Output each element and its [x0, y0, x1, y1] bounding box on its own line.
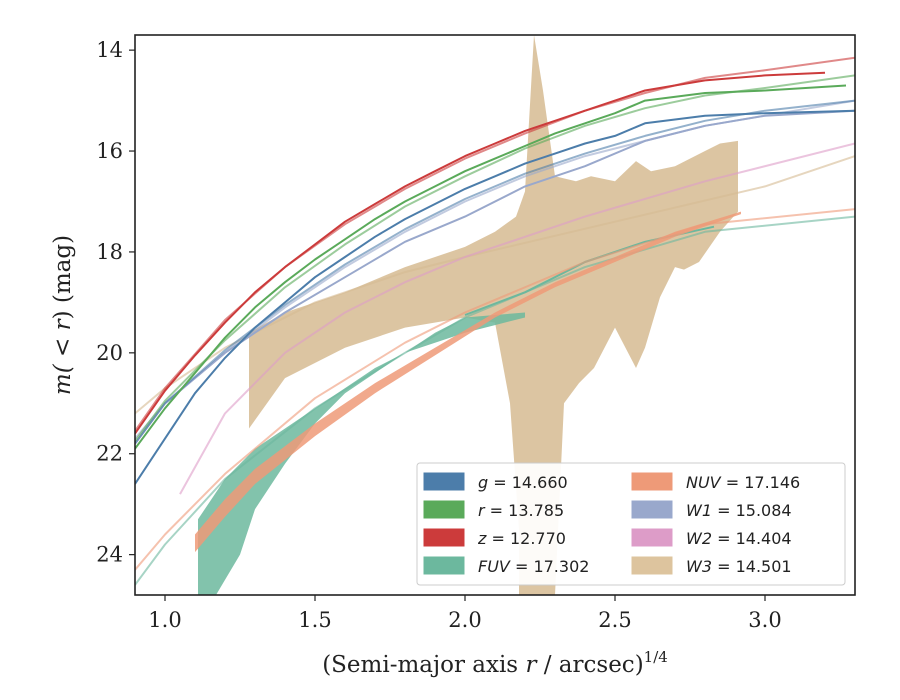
legend-swatch: [423, 556, 465, 575]
legend-entry: NUV = 17.146: [686, 473, 800, 492]
model-curve-nuv: [135, 208, 855, 571]
legend: g = 14.660 r = 13.785 z = 12.770 FUV = 17.3…: [416, 462, 846, 586]
legend-swatch: [631, 528, 673, 547]
y-tick-label: 18: [96, 240, 123, 264]
plot-frame: [134, 34, 856, 596]
legend-swatch: [631, 556, 673, 575]
y-axis-label: m( < r) (mag): [50, 235, 76, 395]
legend-entry: W1 = 15.084: [686, 501, 792, 520]
y-tick-label: 20: [96, 341, 123, 365]
plot-area: [135, 35, 855, 595]
legend-swatch: [631, 500, 673, 519]
legend-swatch: [423, 528, 465, 547]
legend-entry: W2 = 14.404: [686, 529, 792, 548]
legend-swatch: [423, 500, 465, 519]
y-tick-label: 14: [96, 38, 123, 62]
y-tick-label: 24: [96, 543, 123, 567]
y-tick-label: 16: [96, 139, 123, 163]
x-axis: 1.0 1.5 2.0 2.5 3.0: [148, 595, 782, 632]
x-tick-label: 1.5: [298, 608, 331, 632]
profile-line-g: [135, 109, 855, 485]
model-curve-z: [135, 56, 855, 432]
legend-swatch: [631, 472, 673, 491]
model-curve-r: [135, 74, 855, 442]
legend-box: [416, 462, 846, 586]
legend-entry: z = 12.770: [477, 529, 566, 548]
x-axis-label: (Semi-major axis r / arcsec)1/4: [322, 648, 668, 678]
y-axis: 14 16 18 20 22 24: [96, 38, 135, 567]
model-curve-w3: [135, 155, 855, 415]
x-tick-label: 1.0: [148, 608, 181, 632]
y-tick-label: 22: [96, 442, 123, 466]
model-curve-w2: [179, 142, 855, 495]
legend-entry: g = 14.660: [478, 473, 568, 492]
legend-entry: W3 = 14.501: [686, 557, 792, 576]
legend-swatch: [423, 472, 465, 491]
band-fuv: [198, 312, 525, 595]
model-curve-fuv: [135, 215, 855, 586]
profile-line-z: [135, 71, 826, 435]
x-tick-label: 2.5: [598, 608, 631, 632]
legend-entry: r = 13.785: [478, 501, 564, 520]
x-tick-label: 2.0: [448, 608, 481, 632]
legend-entry: FUV = 17.302: [478, 557, 589, 576]
profile-line-r: [135, 84, 847, 450]
profile-line-w1: [135, 109, 855, 445]
model-curve-g: [135, 99, 855, 445]
x-tick-label: 3.0: [748, 608, 781, 632]
